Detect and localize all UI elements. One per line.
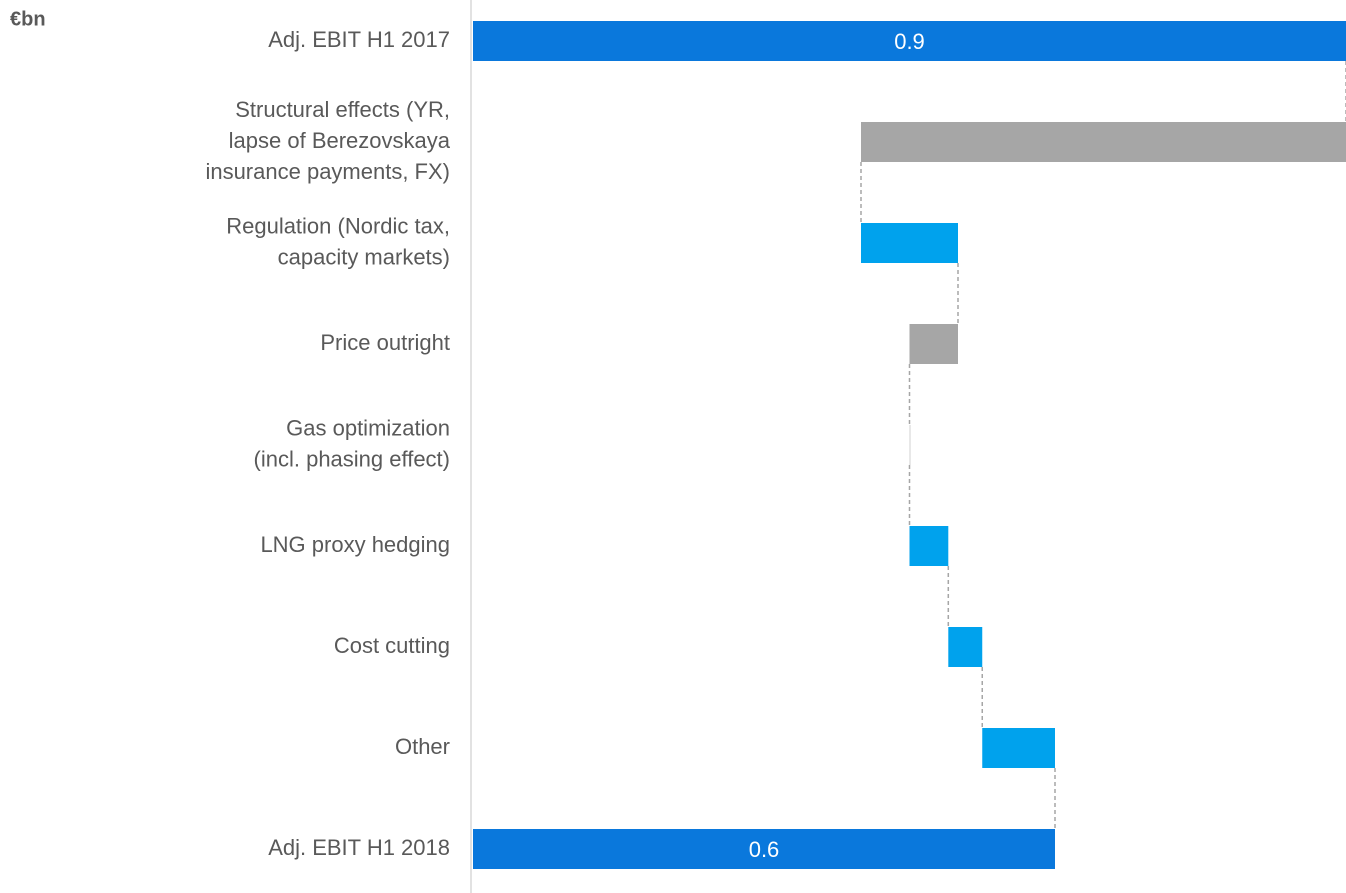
category-label: Adj. EBIT H1 2017 [268,27,450,52]
category-label: Regulation (Nordic tax, [226,213,450,238]
bar [948,627,983,667]
value-label: 0.6 [749,837,780,862]
category-label: lapse of Berezovskaya [229,128,451,153]
category-label: Adj. EBIT H1 2018 [268,835,450,860]
category-label: Price outright [320,330,450,355]
bar [909,526,949,566]
category-label: Cost cutting [334,633,450,658]
bar [909,425,911,465]
category-label: Other [395,734,450,759]
category-label: capacity markets) [278,244,450,269]
value-label: 0.9 [894,29,925,54]
category-label: LNG proxy hedging [260,532,450,557]
category-label: (incl. phasing effect) [254,446,450,471]
bar [909,324,958,364]
category-label: Gas optimization [286,415,450,440]
bar [861,122,1346,162]
bar [861,223,958,263]
bar [982,728,1055,768]
category-label: insurance payments, FX) [205,159,450,184]
unit-label: €bn [10,8,46,30]
bar [473,21,1346,61]
bar [473,829,1055,869]
category-label: Structural effects (YR, [235,97,450,122]
